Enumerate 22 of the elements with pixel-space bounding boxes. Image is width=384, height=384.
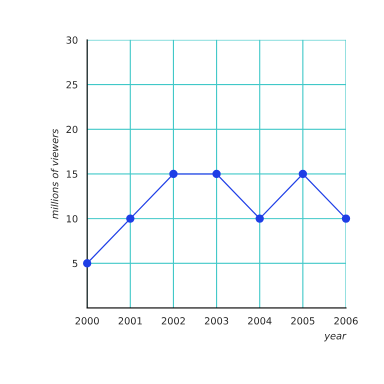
x-tick-label: 2000 <box>76 317 99 325</box>
point <box>298 170 308 178</box>
y-tick-label: 20 <box>66 126 78 134</box>
point <box>83 259 92 268</box>
point <box>212 170 221 178</box>
point <box>169 170 178 178</box>
y-tick-label: 25 <box>66 81 78 88</box>
x-tick-label: 2002 <box>162 317 185 325</box>
y-axis-title: millions of viewers <box>50 128 58 219</box>
y-tick-label: 30 <box>66 36 78 44</box>
x-tick-label: 2005 <box>291 317 314 325</box>
y-tick-label: 15 <box>66 170 78 178</box>
y-tick-label: 10 <box>66 215 78 222</box>
x-tick-label: 2003 <box>204 317 228 325</box>
x-tick-label: 2001 <box>118 317 142 325</box>
x-tick-label: 2004 <box>248 317 272 325</box>
point <box>342 214 350 223</box>
x-axis-title: year <box>324 334 346 342</box>
y-tick-label: 5 <box>72 260 78 268</box>
x-tick-label: 2006 <box>334 317 358 325</box>
point <box>126 214 134 223</box>
point <box>256 214 264 223</box>
